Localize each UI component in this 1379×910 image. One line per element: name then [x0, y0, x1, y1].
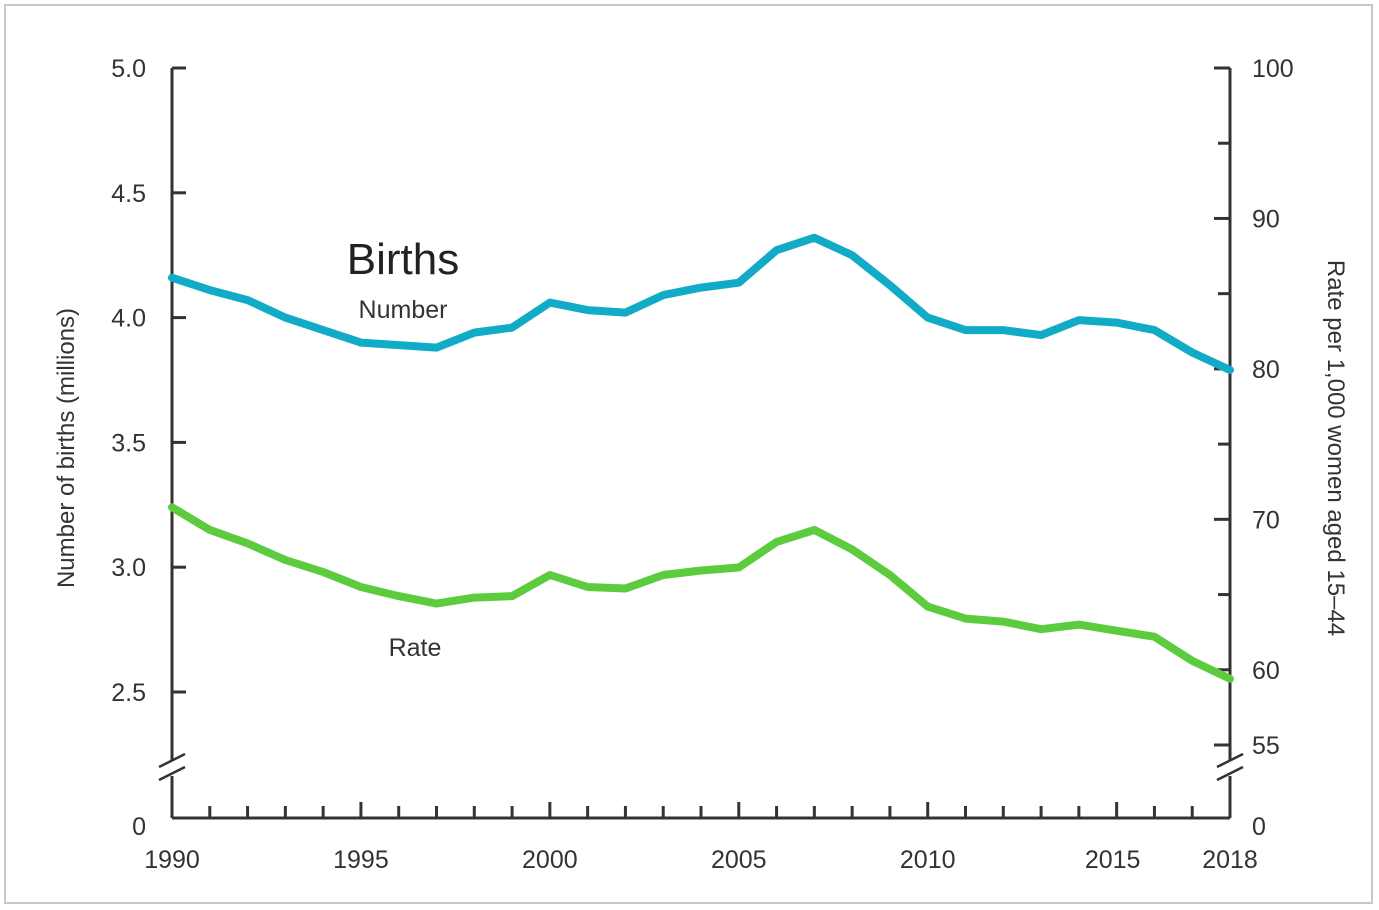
series-label-number: Number	[359, 296, 448, 324]
y-left-tick-label: 3.5	[111, 429, 146, 457]
y-axis-title-left: Number of births (millions)	[53, 308, 80, 588]
axis-break-mark-left	[158, 752, 186, 769]
x-tick-label: 1990	[144, 846, 200, 874]
x-tick-label: 2010	[900, 846, 956, 874]
axis-break-mark-right-b	[1216, 765, 1244, 782]
x-tick-label: 1995	[333, 846, 389, 874]
chart-frame	[4, 4, 1373, 904]
y-right-tick-label: 60	[1252, 657, 1280, 685]
y-left-tick-label: 2.5	[111, 679, 146, 707]
y-right-tick-label: 70	[1252, 506, 1280, 534]
series-lines	[168, 233, 1234, 683]
x-tick-label: 2015	[1085, 846, 1141, 874]
axis-break-mark-left-b	[158, 765, 186, 782]
y-right-tick-label: 90	[1252, 205, 1280, 233]
y-right-tick-label: 55	[1252, 732, 1280, 760]
chart-title: Births	[347, 235, 459, 284]
axes	[158, 68, 1244, 820]
y-right-tick-label: 80	[1252, 356, 1280, 384]
y-left-tick-label: 0	[132, 813, 146, 841]
axis-ticks: 5.0 4.5 4.0 3.5 3.0 2.5 0 100 90 80 70 60 55 0 1990 199…	[111, 55, 1293, 874]
series-label-rate: Rate	[389, 634, 442, 662]
axis-break-mark-right	[1216, 752, 1244, 769]
y-left-tick-label: 4.5	[111, 180, 146, 208]
y-left-tick-label: 4.0	[111, 305, 146, 333]
x-tick-label: 2018	[1202, 846, 1258, 874]
series-line-number	[168, 233, 1234, 374]
y-axis-title-right: Rate per 1,000 women aged 15–44	[1322, 260, 1349, 636]
y-left-tick-label: 5.0	[111, 55, 146, 83]
x-tick-label: 2005	[711, 846, 767, 874]
y-right-tick-label: 100	[1252, 55, 1294, 83]
y-right-tick-label: 0	[1252, 813, 1266, 841]
x-tick-label: 2000	[522, 846, 578, 874]
y-left-tick-label: 3.0	[111, 554, 146, 582]
series-line-rate	[168, 503, 1234, 683]
